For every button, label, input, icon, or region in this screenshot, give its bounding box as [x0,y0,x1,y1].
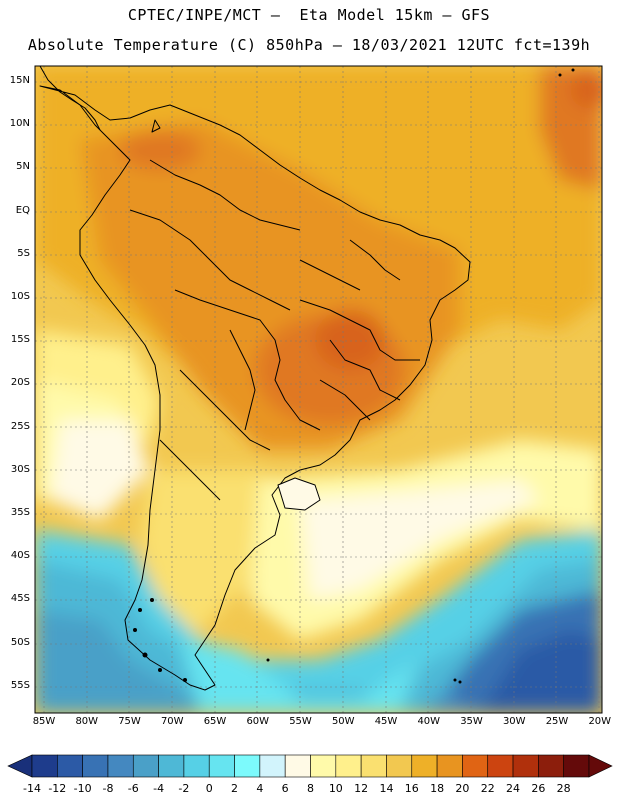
colorbar-swatch [335,754,362,778]
colorbar-label: -10 [73,782,92,795]
colorbar-label: 24 [506,782,521,795]
lat-label: EQ [15,204,30,216]
colorbar-label: 16 [404,782,419,795]
lon-label: 65W [203,716,227,727]
lat-label: 25S [10,420,30,432]
colorbar-over-arrow [588,754,613,778]
colorbar-label: -4 [153,782,165,795]
lon-label: 75W [118,716,141,727]
lat-label: 35S [10,507,30,518]
colorbar-swatch [386,754,413,778]
colorbar-swatch [563,754,590,778]
lon-label: 25W [545,716,569,727]
colorbar-label: 2 [231,782,239,795]
islands [133,68,575,684]
colorbar-swatch [284,754,311,778]
colorbar-label: 10 [328,782,343,795]
colorbar-swatch [208,754,235,778]
colorbar-swatch [234,754,261,778]
colorbar-swatch [538,754,564,778]
colorbar-label: -8 [102,782,114,795]
colorbar-swatch [360,754,387,778]
colorbar-swatch [512,754,539,778]
colorbar-swatch [183,754,210,778]
lat-label: 50S [10,636,30,648]
colorbar-label: 0 [205,782,213,795]
colorbar-label: 20 [455,782,470,795]
colorbar-label: 22 [480,782,495,795]
lat-label: 10N [9,118,30,130]
lat-label: 5N [16,161,30,173]
colorbar-label: 4 [256,782,264,795]
map-frame [34,65,603,714]
colorbar-swatch [462,754,489,778]
lon-label: 45W [374,716,398,727]
colorbar-swatch [259,754,286,778]
lat-label: 15N [9,75,30,86]
lat-label: 40S [10,550,30,562]
colorbar-swatch [487,754,514,778]
lat-label: 45S [10,593,30,605]
lon-label: 50W [331,716,355,727]
colorbar-swatch [411,754,438,778]
colorbar-label: 14 [379,782,394,795]
colorbar-label: -2 [178,782,190,795]
lat-label: 5S [17,247,30,259]
lon-label: 80W [75,716,99,727]
colorbar-label: 6 [281,782,289,795]
colorbar-label: 26 [531,782,546,795]
lon-label: 40W [417,716,441,727]
colorbar-swatch [310,754,337,778]
lat-label: 20S [10,377,30,389]
title-line-2: Absolute Temperature (C) 850hPa – 18/03/… [27,36,591,54]
colorbar-label: 12 [354,782,369,795]
lat-label: 55S [10,679,30,691]
colorbar-label: -12 [48,782,67,795]
lon-label: 35W [460,716,483,727]
colorbar-label: 28 [556,782,571,795]
lat-label: 30S [10,463,30,475]
temperature-field [35,66,602,713]
colorbar-label: 18 [430,782,445,795]
lon-label: 20W [588,716,612,727]
lat-label: 10S [10,291,30,302]
colorbar-under-arrow [7,754,33,778]
colorbar [7,754,613,778]
title-line-1: CPTEC/INPE/MCT – Eta Model 15km – GFS [127,6,491,24]
colorbar-label: -6 [127,782,139,795]
colorbar-label: -14 [23,782,41,795]
colorbar-swatch [436,754,463,778]
colorbar-swatch [57,754,83,778]
lon-label: 60W [246,716,270,727]
colorbar-swatch [132,754,159,778]
colorbar-label: 8 [307,782,314,795]
colorbar-swatch [107,754,134,778]
colorbar-swatch [82,754,109,778]
lon-label: 70W [160,716,184,727]
lon-label: 30W [502,716,526,727]
colorbar-swatch [158,754,185,778]
colorbar-swatch [31,754,58,778]
lat-label: 15S [10,334,30,346]
lon-label: 85W [32,716,56,727]
lon-label: 55W [289,716,312,727]
coastline [39,66,471,691]
